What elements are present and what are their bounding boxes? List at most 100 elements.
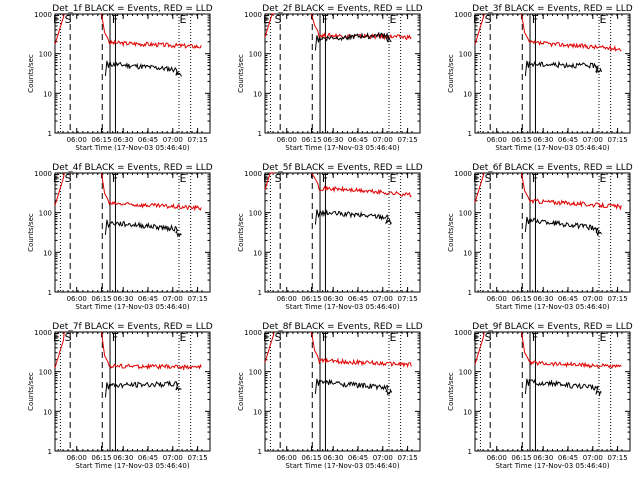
x-tick-label: 06:45 — [138, 454, 158, 462]
detector-panel: Det_1f BLACK = Events, RED = LLD 1 10 100 10… — [27, 4, 213, 152]
y-tick-label: 100 — [39, 210, 52, 218]
panel-title: Det_6f BLACK = Events, RED = LLD — [472, 163, 632, 173]
lld-series-line — [264, 331, 275, 363]
x-tick-label: 06:00 — [487, 454, 507, 462]
marker-label-s: S — [275, 331, 282, 344]
panel-title: Det_3f BLACK = Events, RED = LLD — [472, 4, 632, 14]
marker-label-f: F — [532, 331, 538, 344]
x-tick-label: 06:00 — [487, 136, 507, 144]
x-tick-label: 07:00 — [373, 295, 393, 303]
lld-series-line — [474, 331, 485, 365]
x-tick-label: 06:15 — [301, 454, 321, 462]
events-series-line — [314, 378, 392, 396]
y-tick-label: 10 — [253, 249, 262, 257]
marker-label-e: E — [180, 331, 187, 344]
marker-label-s: S — [485, 331, 492, 344]
y-tick-label: 100 — [249, 210, 262, 218]
y-axis-label: Counts/sec — [237, 54, 245, 93]
y-tick-label: 1 — [468, 130, 472, 138]
plot-frame — [474, 172, 631, 293]
x-tick-label: 07:00 — [373, 136, 393, 144]
plot-frame — [54, 13, 211, 134]
marker-label-e: E — [473, 331, 480, 344]
y-tick-label: 1 — [468, 448, 472, 456]
y-tick-label: 1000 — [244, 329, 262, 337]
y-axis-label: Counts/sec — [237, 372, 245, 411]
y-axis-label: Counts/sec — [27, 54, 35, 93]
y-tick-label: 10 — [463, 249, 472, 257]
y-tick-label: 10 — [43, 90, 52, 98]
x-tick-label: 06:15 — [91, 136, 111, 144]
panel-title: Det_5f BLACK = Events, RED = LLD — [262, 163, 422, 173]
x-axis-label: Start Time (17-Nov-03 05:46:40) — [495, 144, 609, 152]
y-tick-label: 10 — [253, 408, 262, 416]
detector-panel: Det_6f BLACK = Events, RED = LLD 1 10 100 10… — [447, 163, 633, 311]
marker-label-s: S — [275, 172, 282, 185]
x-tick-label: 07:00 — [163, 454, 183, 462]
x-tick-label: 06:30 — [113, 454, 133, 462]
plot-frame — [474, 13, 631, 134]
y-tick-label: 1 — [258, 448, 262, 456]
detector-panel: Det_5f BLACK = Events, RED = LLD 1 10 100 10… — [237, 163, 423, 311]
x-tick-label: 06:15 — [91, 454, 111, 462]
marker-label-s: S — [485, 172, 492, 185]
lld-series-line — [54, 331, 65, 368]
lld-series-line — [101, 331, 202, 371]
x-tick-label: 07:15 — [398, 295, 418, 303]
lld-series-line — [101, 13, 202, 49]
y-tick-label: 1 — [48, 130, 52, 138]
x-axis-label: Start Time (17-Nov-03 05:46:40) — [285, 303, 399, 311]
lld-series-line — [521, 13, 622, 53]
lld-series-line — [311, 331, 412, 369]
panel-title: Det_8f BLACK = Events, RED = LLD — [262, 322, 422, 332]
y-axis-label: Counts/sec — [27, 372, 35, 411]
y-tick-label: 1000 — [34, 11, 52, 19]
marker-label-f: F — [112, 331, 118, 344]
marker-label-e: E — [53, 13, 60, 26]
panel-title: Det_9f BLACK = Events, RED = LLD — [472, 322, 632, 332]
x-tick-label: 06:30 — [533, 295, 553, 303]
detector-panel: Det_2f BLACK = Events, RED = LLD 1 10 100 10… — [237, 4, 423, 152]
x-tick-label: 06:00 — [277, 454, 297, 462]
x-tick-label: 07:00 — [583, 295, 603, 303]
x-tick-label: 07:00 — [583, 454, 603, 462]
marker-label-e: E — [263, 172, 270, 185]
y-tick-label: 100 — [459, 210, 472, 218]
marker-label-e: E — [390, 172, 397, 185]
detector-panel: Det_8f BLACK = Events, RED = LLD 1 10 100 10… — [237, 322, 423, 470]
x-tick-label: 06:00 — [487, 295, 507, 303]
y-tick-label: 10 — [43, 249, 52, 257]
y-axis-label: Counts/sec — [447, 372, 455, 411]
lld-series-line — [101, 172, 202, 212]
marker-label-s: S — [485, 13, 492, 26]
panel-title: Det_4f BLACK = Events, RED = LLD — [52, 163, 212, 173]
y-tick-label: 100 — [459, 369, 472, 377]
events-series-line — [524, 216, 602, 236]
events-series-line — [104, 60, 182, 77]
x-tick-label: 06:00 — [67, 136, 87, 144]
x-tick-label: 07:00 — [163, 295, 183, 303]
x-tick-label: 06:45 — [348, 136, 368, 144]
y-tick-label: 100 — [249, 51, 262, 59]
events-series-line — [314, 208, 392, 226]
x-tick-label: 06:45 — [558, 295, 578, 303]
marker-label-f: F — [322, 172, 328, 185]
x-axis-label: Start Time (17-Nov-03 05:46:40) — [75, 144, 189, 152]
x-tick-label: 06:00 — [67, 454, 87, 462]
marker-label-e: E — [263, 13, 270, 26]
plot-frame — [264, 13, 421, 134]
x-tick-label: 06:30 — [323, 295, 343, 303]
y-axis-label: Counts/sec — [447, 54, 455, 93]
marker-label-s: S — [65, 13, 72, 26]
marker-label-e: E — [180, 172, 187, 185]
y-tick-label: 1000 — [34, 329, 52, 337]
y-tick-label: 1000 — [34, 170, 52, 178]
panel-title: Det_7f BLACK = Events, RED = LLD — [52, 322, 212, 332]
marker-label-e: E — [53, 172, 60, 185]
x-tick-label: 07:00 — [373, 454, 393, 462]
marker-label-e: E — [263, 331, 270, 344]
marker-label-e: E — [473, 13, 480, 26]
x-tick-label: 06:45 — [138, 295, 158, 303]
x-axis-label: Start Time (17-Nov-03 05:46:40) — [75, 462, 189, 470]
